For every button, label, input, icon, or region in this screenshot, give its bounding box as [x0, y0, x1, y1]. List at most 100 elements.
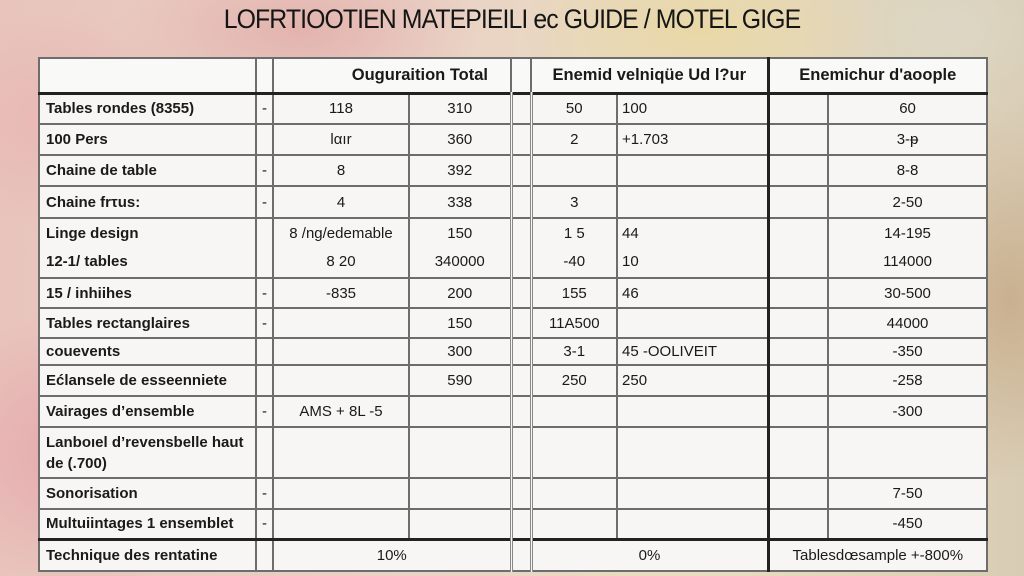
row-label: Chaine frτus: — [38, 185, 257, 219]
cell-d: 45 -OOLIVEIT — [616, 337, 770, 366]
cell-a — [272, 337, 410, 366]
row-dash: - — [255, 307, 274, 339]
cell-b: 300 — [407, 337, 513, 366]
cell-f: 60 — [827, 92, 989, 125]
table-row: Multuiintages 1 ensemblet - -450 — [38, 508, 989, 540]
cell-f: 7-50 — [827, 477, 989, 510]
cell-c: 3 — [530, 185, 619, 219]
row-dash: - — [255, 185, 274, 219]
footer-label: Technique des rentatine — [38, 537, 257, 572]
footer-aoople: Tablesdœsample +-800% — [766, 537, 989, 572]
row-dash — [255, 426, 274, 479]
cell-f — [827, 426, 989, 479]
separator — [509, 277, 533, 309]
cell-c: 2 — [530, 123, 619, 156]
separator — [509, 537, 533, 572]
table-row: 100 Pers lαır 360 2 +1.703 3-ᵽ — [38, 123, 989, 156]
cell-f: 8-8 — [827, 154, 989, 187]
cell-a — [272, 426, 410, 479]
cell-b: 310 — [407, 92, 513, 125]
cell-d: 46 — [616, 277, 770, 309]
cell-e — [766, 426, 830, 479]
cell-b — [407, 477, 513, 510]
separator — [509, 92, 533, 125]
cell-f: 44000 — [827, 307, 989, 339]
row-label: Chaine de table — [38, 154, 257, 187]
cell-e — [766, 477, 830, 510]
cell-b: 150 340000 — [407, 217, 513, 279]
cell-c: 50 — [530, 92, 619, 125]
table-row: 15 / inhiihes - -835 200 155 46 30-500 — [38, 277, 989, 309]
cell-d — [616, 508, 770, 540]
table-row: Lanboıel d’revensbelle haut de (.700) — [38, 426, 989, 479]
cell-e — [766, 395, 830, 428]
cell-f: -258 — [827, 364, 989, 397]
row-label: Linge design 12-1/ tables — [38, 217, 257, 279]
separator — [509, 307, 533, 339]
cell-f: 2-50 — [827, 185, 989, 219]
header-label — [38, 57, 257, 95]
cell-c: 11A500 — [530, 307, 619, 339]
cell-d: 100 — [616, 92, 770, 125]
cell-c — [530, 508, 619, 540]
table-row: Tables rectanglaires - 150 11A500 44000 — [38, 307, 989, 339]
cell-e — [766, 508, 830, 540]
cell-e — [766, 123, 830, 156]
cell-d — [616, 307, 770, 339]
row-dash — [255, 537, 274, 572]
row-label: 100 Pers — [38, 123, 257, 156]
cell-b — [407, 426, 513, 479]
cell-c — [530, 477, 619, 510]
row-label: Sonorisation — [38, 477, 257, 510]
cell-a: 8 — [272, 154, 410, 187]
cell-c — [530, 154, 619, 187]
table-row: Linge design 12-1/ tables 8 /ng/edemable 8 … — [38, 217, 989, 279]
table-row: Sonorisation - 7-50 — [38, 477, 989, 510]
cell-d — [616, 154, 770, 187]
footer-row: Technique des rentatine 10% 0% Tablesdœsamp… — [38, 537, 989, 572]
cell-c: 250 — [530, 364, 619, 397]
table-row: Vairages d’ensemble - AMS + 8L -5 -300 — [38, 395, 989, 428]
header-sep — [510, 57, 533, 95]
row-dash: - — [255, 477, 274, 510]
cell-f: -350 — [827, 337, 989, 366]
cell-e — [766, 154, 830, 187]
cell-a — [272, 364, 410, 397]
row-label: Tables rondes (8355) — [38, 92, 257, 125]
cell-d — [616, 477, 770, 510]
cell-c — [530, 426, 619, 479]
row-dash — [255, 217, 274, 279]
cell-b: 392 — [407, 154, 513, 187]
row-dash: - — [255, 508, 274, 540]
cell-b — [407, 395, 513, 428]
cell-d: 44 10 — [616, 217, 770, 279]
cell-a — [272, 508, 410, 540]
cell-f: 30-500 — [827, 277, 989, 309]
row-label: couevents — [38, 337, 257, 366]
cell-b — [407, 508, 513, 540]
cell-d: +1.703 — [616, 123, 770, 156]
separator — [509, 337, 533, 366]
separator — [509, 508, 533, 540]
cell-b: 360 — [407, 123, 513, 156]
cell-a: lαır — [272, 123, 410, 156]
separator — [509, 154, 533, 187]
separator — [509, 123, 533, 156]
cell-e — [766, 217, 830, 279]
header-sep — [255, 57, 274, 95]
cell-c: 1 5 -40 — [530, 217, 619, 279]
row-dash — [255, 123, 274, 156]
row-label: 15 / inhiihes — [38, 277, 257, 309]
header-total: Ouguraition Total — [271, 57, 513, 95]
footer-velnique: 0% — [530, 537, 770, 572]
cell-a: 8 /ng/edemable 8 20 — [272, 217, 410, 279]
material-table: Ouguraition Total Enemid velniqüe Ud l?u… — [38, 57, 989, 572]
cell-b: 590 — [407, 364, 513, 397]
row-label: Lanboıel d’revensbelle haut de (.700) — [38, 426, 257, 479]
footer-total: 10% — [271, 537, 513, 572]
header-velnique: Enemid velniqüe Ud l?ur — [530, 57, 770, 95]
cell-c — [530, 395, 619, 428]
table-row: Ećlansele de esseenniete 590 250 250 -258 — [38, 364, 989, 397]
cell-a: 118 — [272, 92, 410, 125]
header-row: Ouguraition Total Enemid velniqüe Ud l?u… — [38, 57, 989, 95]
